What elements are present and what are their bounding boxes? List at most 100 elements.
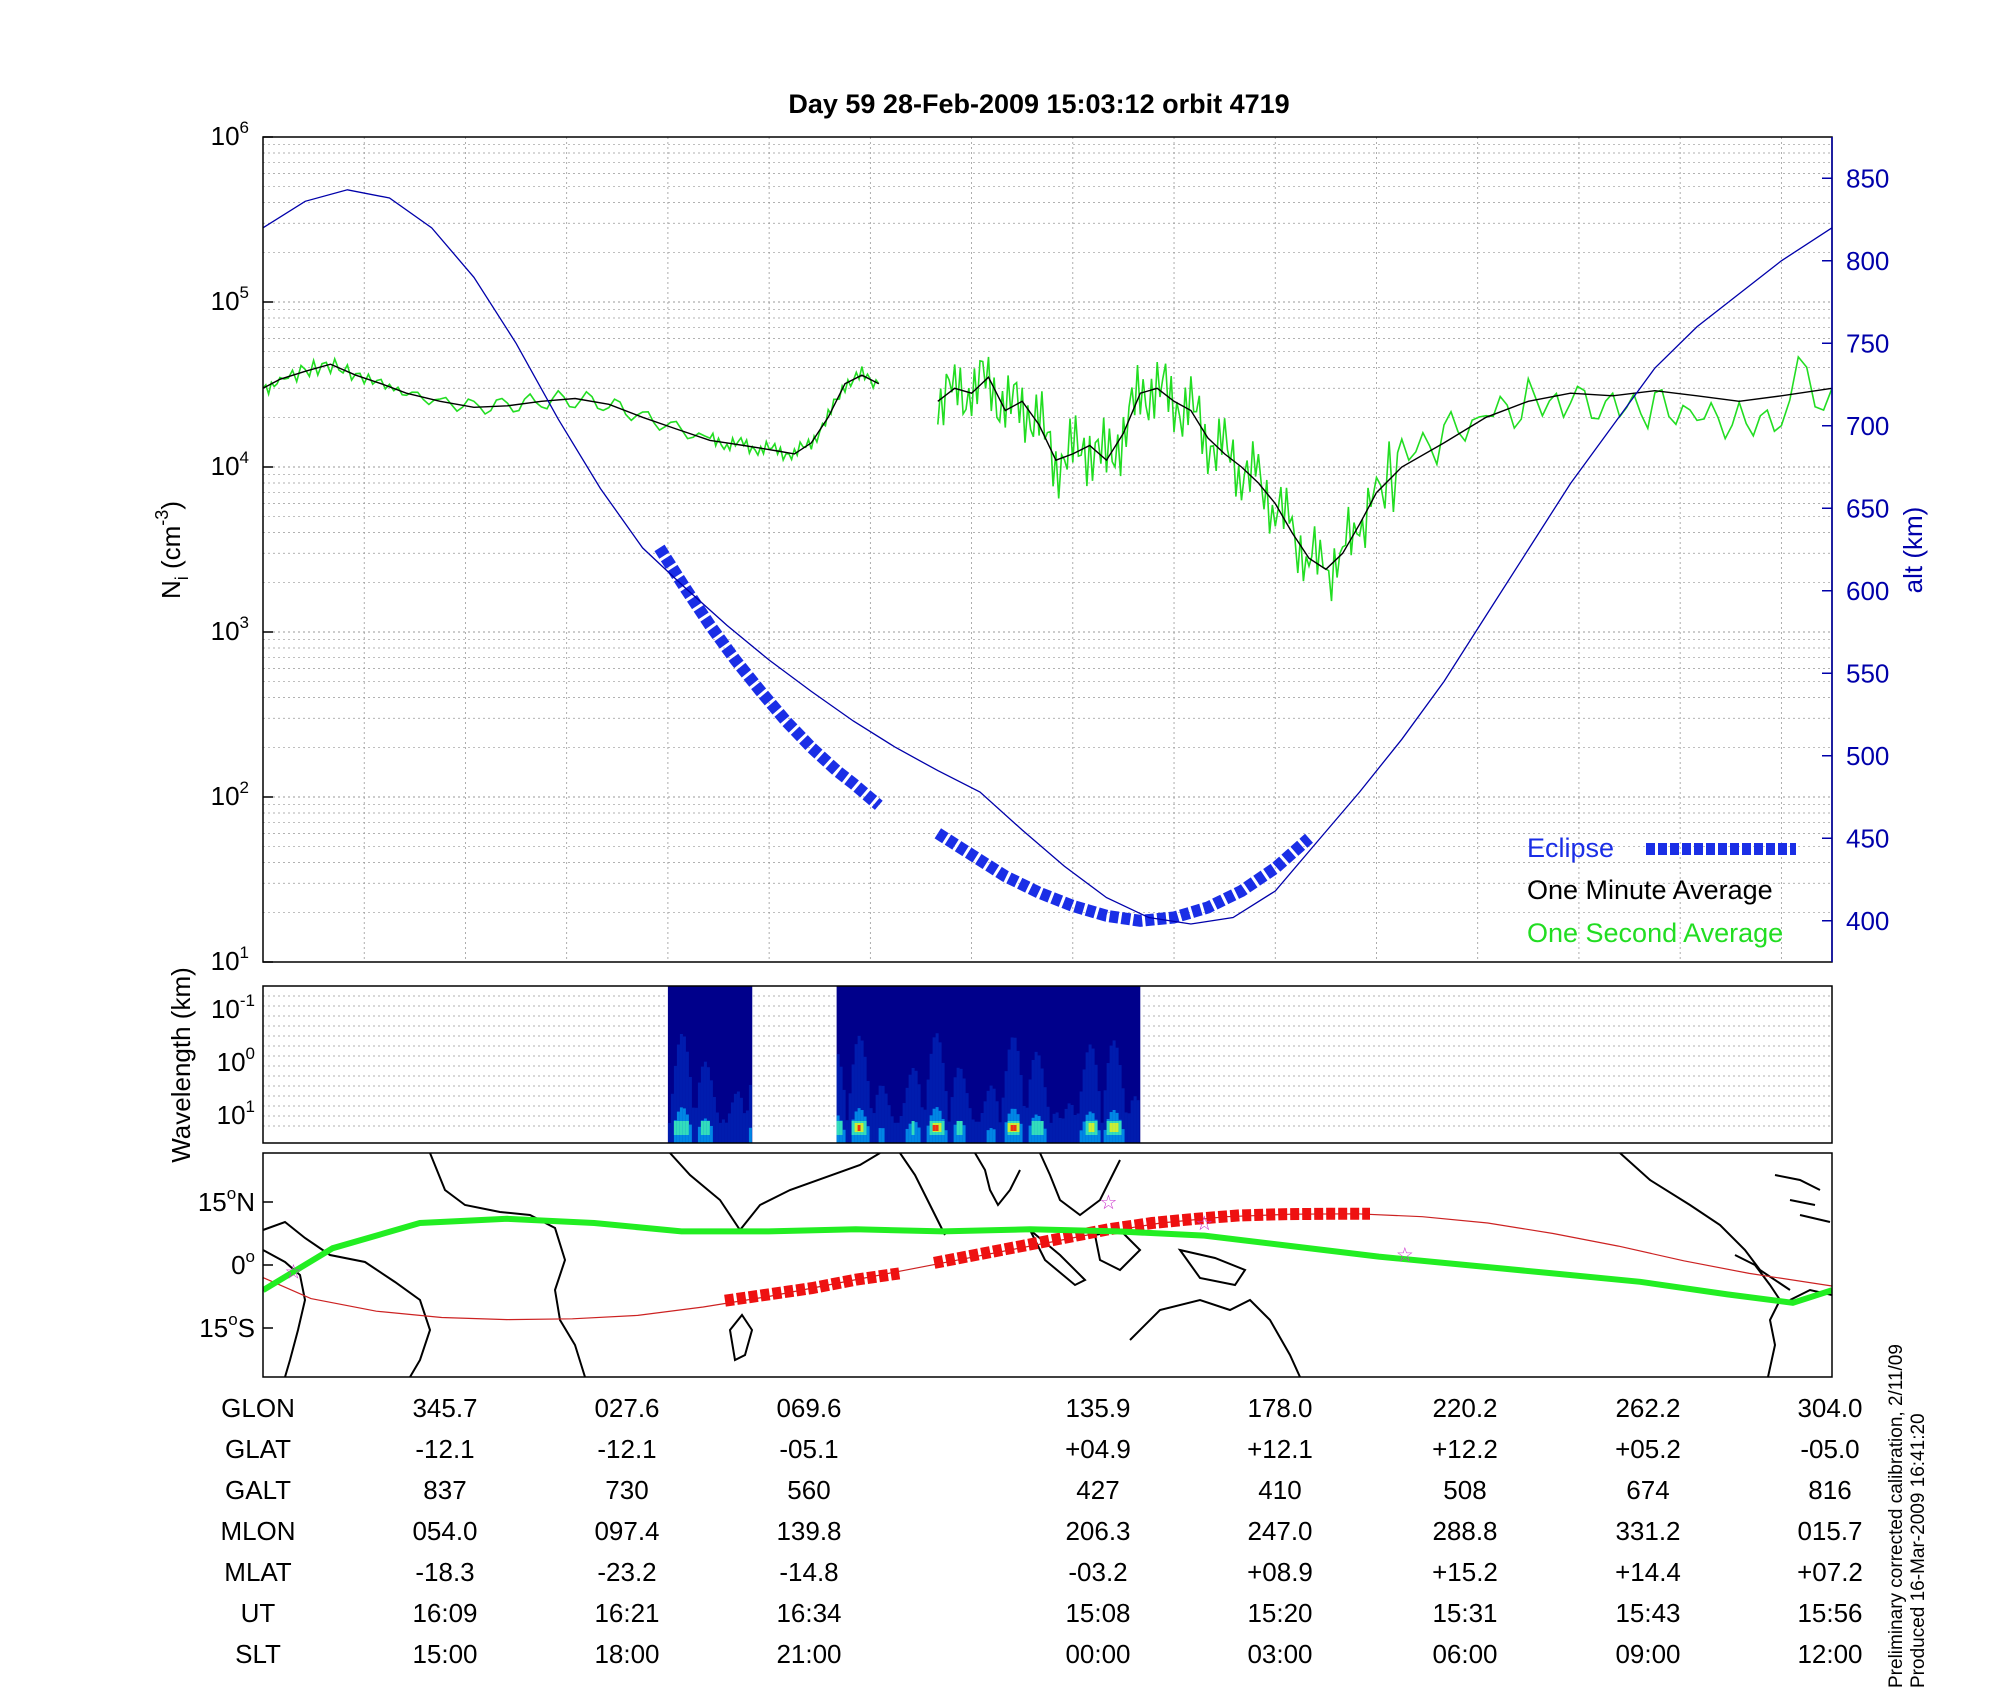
coastline-africa <box>429 1153 586 1377</box>
spectrogram-column <box>739 1097 743 1143</box>
spectrogram-column <box>917 1127 921 1143</box>
ephemeris-cell: 015.7 <box>1797 1516 1862 1546</box>
second-average-line <box>262 356 880 463</box>
spectrogram-column <box>956 1067 960 1143</box>
coastline-australia <box>1129 1298 1301 1377</box>
spectrogram-column <box>959 1121 963 1135</box>
ephemeris-cell: 674 <box>1626 1475 1669 1505</box>
spectrogram-column <box>836 1121 840 1135</box>
spectrogram-column <box>1049 1122 1053 1143</box>
spectrogram-column <box>989 1085 993 1143</box>
eclipse-track-line <box>724 1267 901 1307</box>
ephemeris-cell: 816 <box>1808 1475 1851 1505</box>
spectrogram-column <box>667 1123 671 1143</box>
ephemeris-cell: 410 <box>1258 1475 1301 1505</box>
spectrogram-column <box>1073 1114 1077 1143</box>
spectrogram-column <box>965 1093 969 1143</box>
ephemeris-cell: 15:43 <box>1615 1598 1680 1628</box>
star-marker: ☆ <box>1100 1192 1118 1214</box>
density-panel: 101 102 103 104 105 106 400 450 500 550 600 650 700… <box>152 118 1928 976</box>
spectrogram-column <box>1016 1123 1020 1132</box>
spectrogram-grid <box>263 995 1832 1127</box>
spectrogram-column <box>869 1108 873 1143</box>
spectrogram-column <box>1043 1128 1047 1143</box>
eclipse-line <box>654 544 883 810</box>
spectrogram-column <box>959 1068 963 1143</box>
latitude-tick-label: 15oN <box>198 1184 255 1217</box>
eclipse-track-line <box>933 1207 1370 1269</box>
spectrogram-column <box>1034 1121 1038 1135</box>
spectrogram-column <box>709 1125 713 1143</box>
spectrogram-column <box>947 1121 951 1143</box>
star-marker: ☆ <box>1396 1245 1414 1267</box>
ephemeris-cell: 12:00 <box>1797 1639 1862 1669</box>
spectrogram-column <box>1109 1123 1113 1132</box>
spectrogram-column <box>1106 1121 1110 1135</box>
ephemeris-row-label: UT <box>241 1598 276 1628</box>
spectrogram-column <box>1097 1130 1101 1143</box>
spectrogram-column <box>914 1070 918 1143</box>
spectrogram-column <box>706 1067 710 1143</box>
chart-title: Day 59 28-Feb-2009 15:03:12 orbit 4719 <box>788 89 1289 119</box>
density-plot-area <box>263 137 1832 962</box>
ephemeris-cell: +08.9 <box>1247 1557 1313 1587</box>
minute-average-line <box>937 376 1833 571</box>
density-label-close: ) <box>156 501 186 510</box>
star-marker: ☆ <box>285 1261 303 1283</box>
calibration-note: Preliminary corrected calibration, 2/11/… <box>1886 1344 1929 1688</box>
ephemeris-cell: 03:00 <box>1247 1639 1312 1669</box>
spectrogram-column <box>917 1084 921 1143</box>
spectrogram-column <box>911 1068 915 1143</box>
spectrogram-column <box>926 1125 930 1143</box>
spectrogram-column <box>1103 1090 1107 1143</box>
spectrogram-column <box>860 1123 864 1132</box>
spectrogram-column <box>1031 1059 1035 1143</box>
spectrogram-column <box>673 1065 677 1143</box>
ephemeris-cell: -05.0 <box>1800 1434 1859 1464</box>
ephemeris-cell: -12.1 <box>415 1434 474 1464</box>
altitude-tick-label: 400 <box>1846 906 1889 936</box>
density-grid <box>262 137 1832 963</box>
spectrogram-column <box>860 1040 864 1143</box>
spectrogram-column <box>673 1121 677 1135</box>
coastline-caribbean <box>1774 1174 1831 1223</box>
coastline-sumatra <box>1029 1229 1087 1287</box>
spectrogram-column <box>1013 1125 1017 1131</box>
ephemeris-cell: -12.1 <box>597 1434 656 1464</box>
ephemeris-cell: 09:00 <box>1615 1639 1680 1669</box>
wavelength-tick-label: 10-1 <box>211 991 255 1024</box>
ephemeris-cell: 837 <box>423 1475 466 1505</box>
spectrogram-column <box>908 1123 912 1143</box>
spectrogram-column <box>914 1122 918 1143</box>
spectrogram-column <box>1091 1048 1095 1143</box>
legend-eclipse: Eclipse <box>1527 833 1614 863</box>
spectrogram-column <box>700 1121 704 1135</box>
spectrogram-column <box>980 1113 984 1143</box>
spectrogram-column <box>866 1080 870 1143</box>
spectrogram-column <box>697 1126 701 1143</box>
spectrogram-column <box>1013 1037 1017 1143</box>
spectrogram-column <box>851 1064 855 1143</box>
spectrogram-column <box>923 1109 927 1143</box>
spectrogram-column <box>854 1123 858 1132</box>
spectrogram-column <box>854 1044 858 1143</box>
spectrogram-column <box>953 1124 957 1143</box>
coastline-southeast-asia <box>1039 1153 1121 1217</box>
ephemeris-cell: 097.4 <box>594 1516 659 1546</box>
spectrogram-column <box>941 1062 945 1143</box>
density-tick-label: 101 <box>211 943 249 976</box>
spectrogram-column <box>884 1093 888 1143</box>
ephemeris-cell: 15:31 <box>1432 1598 1497 1628</box>
spectrogram-column <box>890 1116 894 1143</box>
second-average-line <box>937 355 1833 602</box>
density-label-main: N <box>156 580 186 599</box>
legend-second-average: One Second Average <box>1527 918 1783 948</box>
spectrogram-column <box>706 1121 710 1135</box>
density-tick-label: 104 <box>211 448 249 481</box>
latitude-tick-label: 15oS <box>199 1310 255 1343</box>
spectrogram-column <box>1010 1125 1014 1131</box>
spectrogram-column <box>676 1121 680 1135</box>
density-y-axis: 101 102 103 104 105 106 <box>211 118 273 976</box>
spectrogram-column <box>1043 1087 1047 1143</box>
legend-minute-average: One Minute Average <box>1527 875 1773 905</box>
